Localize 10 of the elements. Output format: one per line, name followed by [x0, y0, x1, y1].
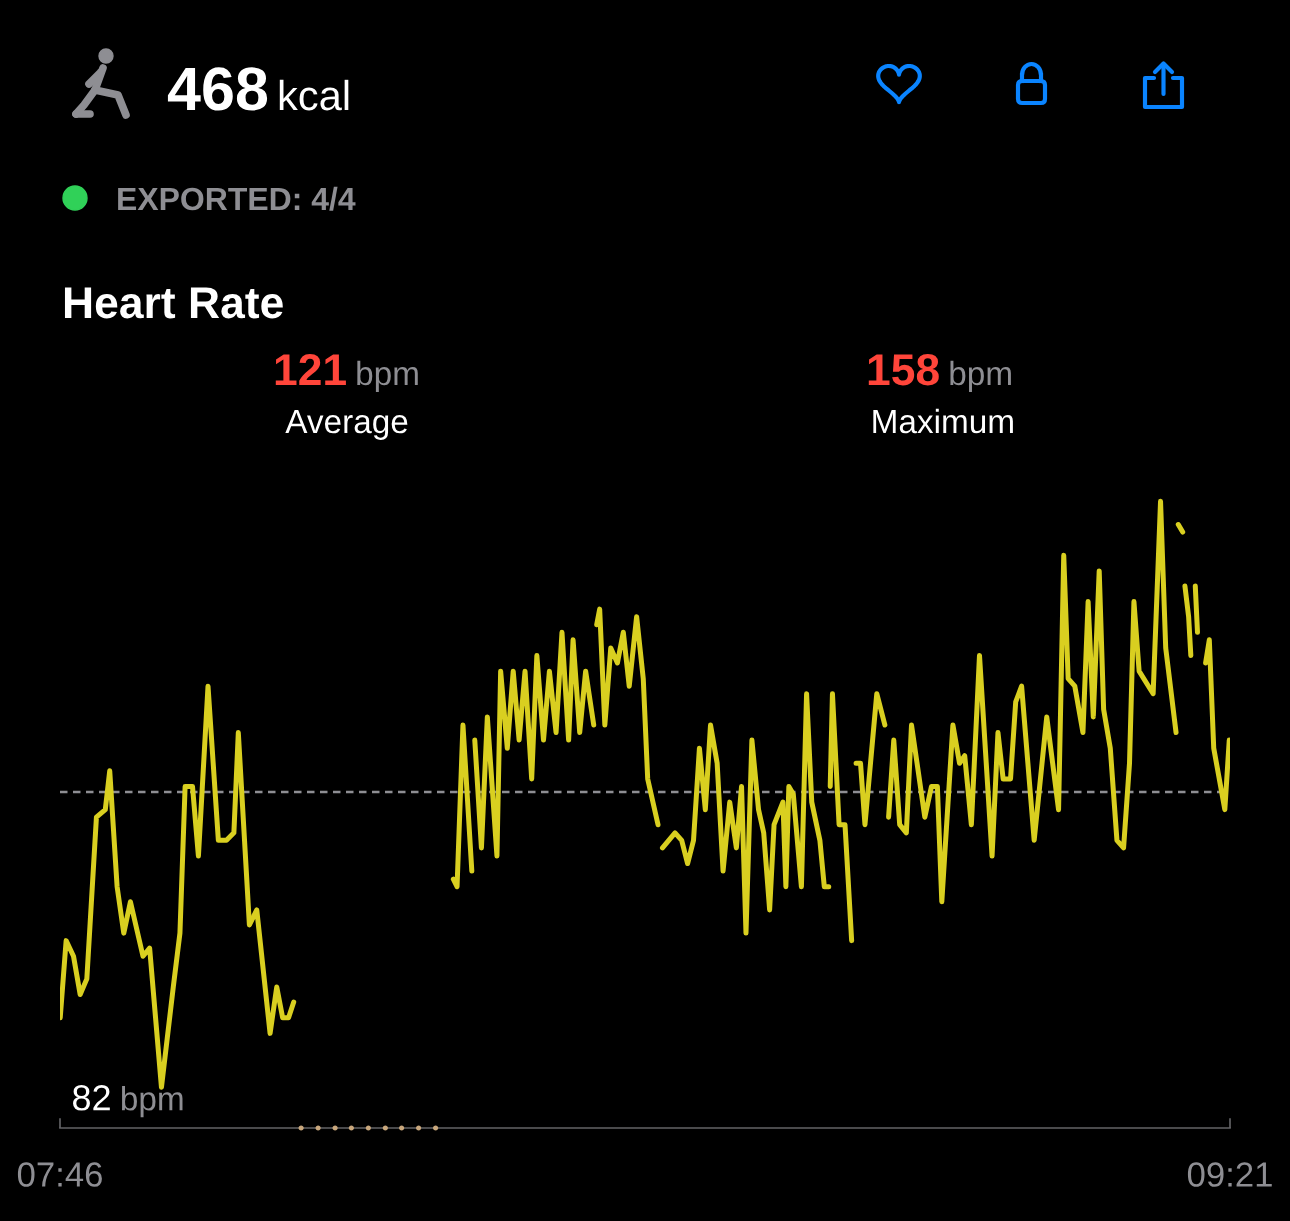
annotation: 82 bpm — [73, 1085, 183, 1118]
x-tick-label: 09:21 — [1187, 1162, 1272, 1187]
text: 158 bpm — [868, 353, 1011, 392]
x-tick-label: 07:46 — [17, 1162, 102, 1187]
chart-title: Heart Rate — [64, 287, 283, 319]
text: EXPORTED: 4/4 — [118, 186, 356, 211]
text: Maximum — [873, 408, 1013, 434]
text: 468 kcal — [167, 67, 349, 111]
text: 121 bpm — [275, 353, 418, 392]
text: Average — [285, 410, 408, 440]
